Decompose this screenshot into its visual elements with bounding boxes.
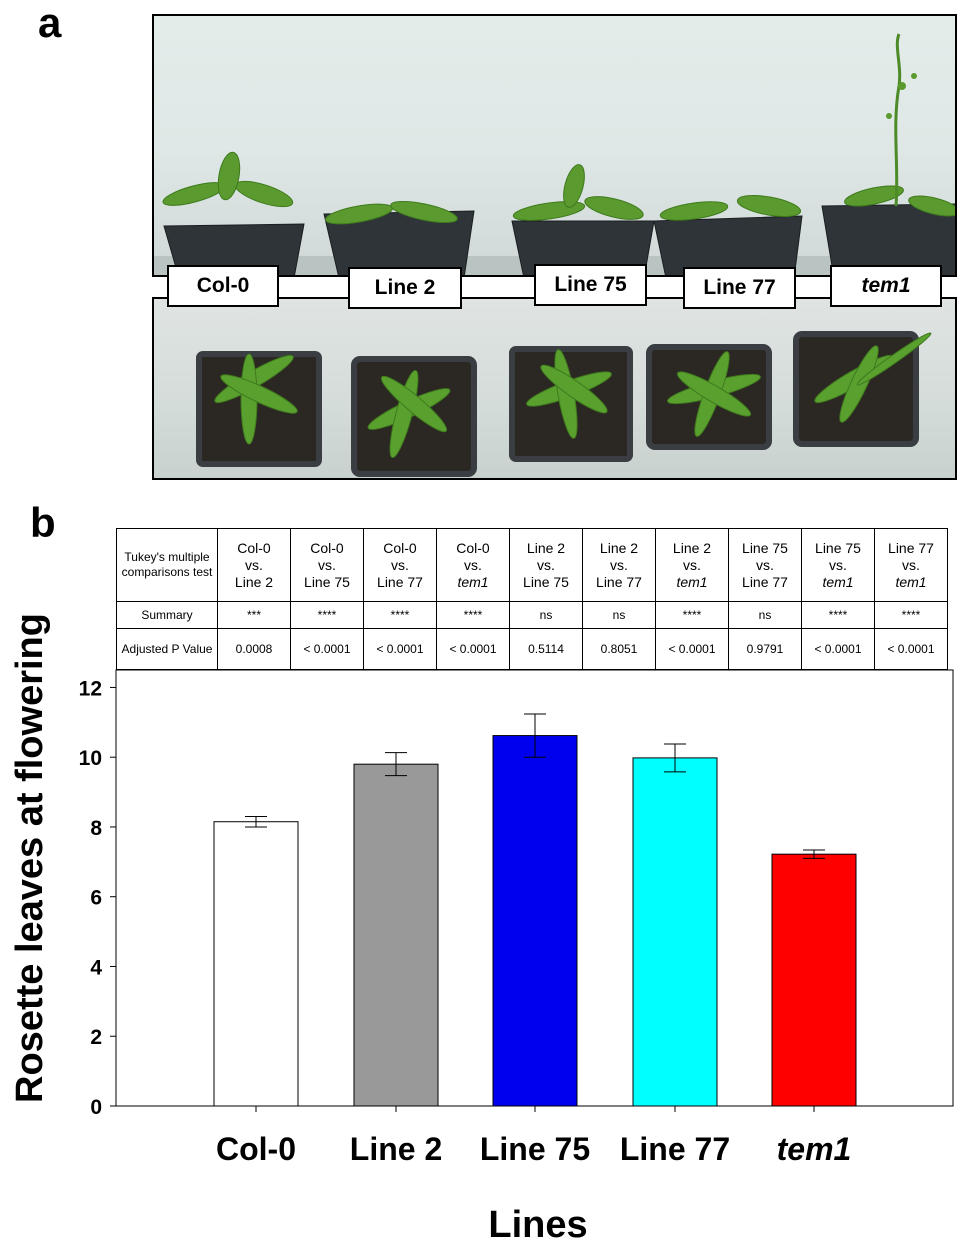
y-tick-label: 0 — [90, 1096, 102, 1119]
table-cell-comparison: Col-0 vs. Line 2 — [217, 528, 291, 602]
table-cell-summary: *** — [217, 601, 291, 629]
x-category-label: Col-0 — [216, 1131, 296, 1167]
bar-line-2 — [353, 763, 439, 1107]
comparison-vs: vs. — [610, 556, 628, 573]
comparison-b: Line 77 — [596, 573, 642, 590]
comparison-vs: vs. — [756, 556, 774, 573]
table-cell-p-value: 0.9791 — [728, 628, 802, 670]
x-category-label: Line 77 — [620, 1131, 730, 1167]
x-category-label: Line 2 — [350, 1131, 442, 1167]
table-cell-comparison: Line 2 vs. Line 77 — [582, 528, 656, 602]
table-cell-comparison: Line 77 vs. tem1 — [874, 528, 948, 602]
x-category-label: Line 75 — [480, 1131, 590, 1167]
table-cell-comparison: Line 2 vs. tem1 — [655, 528, 729, 602]
comparison-a: Col-0 — [237, 539, 271, 556]
comparison-vs: vs. — [391, 556, 409, 573]
y-tick-label: 2 — [90, 1026, 102, 1049]
table-row-p-value: Adjusted P Value 0.0008 < 0.0001 < 0.000… — [116, 628, 948, 670]
comparison-a: Col-0 — [383, 539, 417, 556]
table-header-test: Tukey's multiple comparisons test — [116, 528, 218, 602]
photo-label-col0: Col-0 — [167, 265, 279, 307]
x-category-label: tem1 — [777, 1131, 852, 1167]
comparison-b: Line 77 — [377, 573, 423, 590]
y-axis-title: Rosette leaves at flowering — [9, 613, 51, 1103]
plant-top-view-illustration — [196, 331, 932, 477]
table-cell-summary: **** — [363, 601, 437, 629]
table-cell-summary: ns — [728, 601, 802, 629]
table-cell-summary: **** — [874, 601, 948, 629]
table-header-p-value: Adjusted P Value — [116, 628, 218, 670]
table-cell-p-value: < 0.0001 — [655, 628, 729, 670]
comparison-vs: vs. — [318, 556, 336, 573]
comparison-b: Line 77 — [742, 573, 788, 590]
comparison-b: Line 2 — [234, 573, 274, 590]
table-cell-comparison: Col-0 vs. Line 77 — [363, 528, 437, 602]
comparison-b: tem1 — [822, 573, 854, 590]
comparison-a: Line 77 — [888, 539, 934, 556]
comparison-b: tem1 — [895, 573, 927, 590]
table-cell-summary: **** — [655, 601, 729, 629]
comparison-vs: vs. — [683, 556, 701, 573]
comparison-b: tem1 — [676, 573, 708, 590]
plant-photo-top-view — [152, 297, 957, 480]
photo-label-line2: Line 2 — [348, 267, 462, 309]
y-axis-ticks: 0 2 4 6 8 10 12 — [79, 677, 116, 1119]
comparison-b: Line 75 — [523, 573, 569, 590]
bar-tem1 — [771, 853, 857, 1107]
comparison-b: Line 75 — [304, 573, 350, 590]
photo-label-tem1: tem1 — [830, 265, 942, 307]
photo-label-line75: Line 75 — [534, 264, 647, 306]
table-cell-comparison: Col-0 vs. Line 75 — [290, 528, 364, 602]
table-cell-p-value: < 0.0001 — [801, 628, 875, 670]
table-cell-p-value: < 0.0001 — [436, 628, 510, 670]
table-cell-comparison: Line 75 vs. tem1 — [801, 528, 875, 602]
comparison-a: Line 2 — [526, 539, 566, 556]
x-axis-title: Lines — [488, 1204, 587, 1242]
table-cell-comparison: Col-0 vs. tem1 — [436, 528, 510, 602]
bars-layer — [213, 713, 857, 1107]
tukey-comparisons-table: Tukey's multiple comparisons test Col-0 v… — [116, 528, 948, 670]
y-tick-label: 8 — [90, 817, 102, 840]
table-cell-comparison: Line 75 vs. Line 77 — [728, 528, 802, 602]
comparison-a: Line 2 — [672, 539, 712, 556]
table-cell-comparison: Line 2 vs. Line 75 — [509, 528, 583, 602]
table-cell-summary: **** — [290, 601, 364, 629]
table-cell-summary: ns — [509, 601, 583, 629]
bar-col-0 — [213, 821, 299, 1107]
bar-line-75 — [492, 735, 578, 1107]
bar-line-77 — [632, 757, 718, 1107]
y-tick-label: 10 — [79, 747, 102, 770]
table-row-comparison-header: Tukey's multiple comparisons test Col-0 v… — [116, 528, 948, 602]
table-cell-summary: ns — [582, 601, 656, 629]
y-tick-label: 4 — [90, 956, 102, 979]
comparison-a: Col-0 — [310, 539, 344, 556]
photo-label-line77: Line 77 — [683, 267, 796, 309]
comparison-vs: vs. — [537, 556, 555, 573]
table-cell-p-value: < 0.0001 — [874, 628, 948, 670]
table-cell-p-value: < 0.0001 — [290, 628, 364, 670]
comparison-b: tem1 — [457, 573, 489, 590]
comparison-vs: vs. — [829, 556, 847, 573]
comparison-a: Col-0 — [456, 539, 490, 556]
x-axis-category-labels: Col-0 Line 2 Line 75 Line 77 tem1 — [216, 1106, 851, 1167]
table-cell-p-value: 0.0008 — [217, 628, 291, 670]
comparison-vs: vs. — [464, 556, 482, 573]
table-cell-p-value: 0.8051 — [582, 628, 656, 670]
y-tick-label: 6 — [90, 887, 102, 910]
table-cell-p-value: < 0.0001 — [363, 628, 437, 670]
comparison-vs: vs. — [245, 556, 263, 573]
table-row-summary: Summary *** **** **** **** ns ns **** ns… — [116, 601, 948, 629]
table-cell-p-value: 0.5114 — [509, 628, 583, 670]
comparison-a: Line 75 — [815, 539, 861, 556]
panel-b-label: b — [30, 499, 56, 546]
comparison-vs: vs. — [902, 556, 920, 573]
comparison-a: Line 2 — [599, 539, 639, 556]
table-cell-summary: **** — [801, 601, 875, 629]
y-tick-label: 12 — [79, 677, 102, 700]
table-cell-summary: **** — [436, 601, 510, 629]
table-header-summary: Summary — [116, 601, 218, 629]
panel-a-label: a — [38, 0, 62, 46]
comparison-a: Line 75 — [742, 539, 788, 556]
